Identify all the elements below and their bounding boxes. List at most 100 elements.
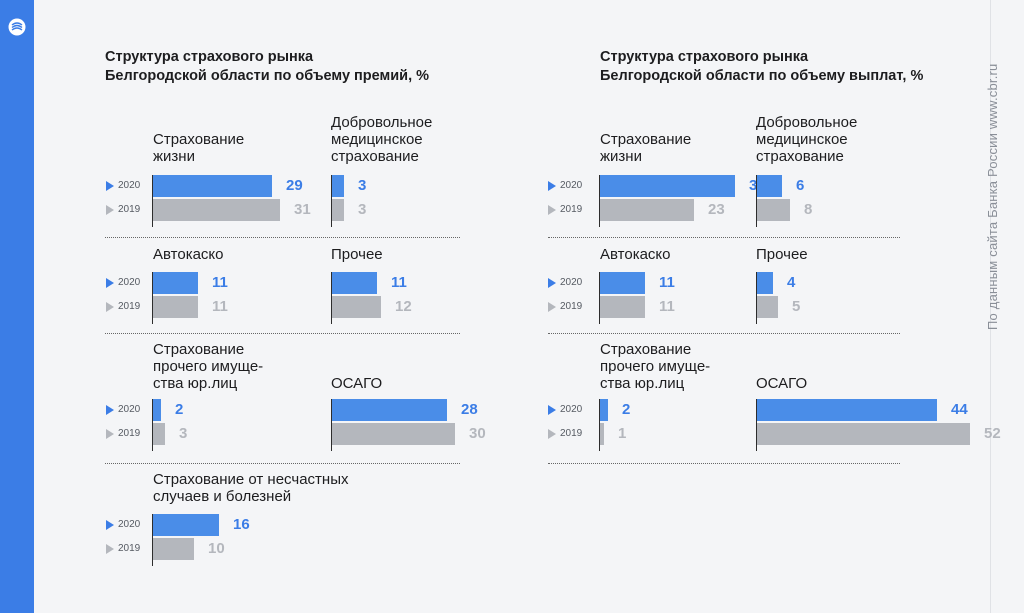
row-separator <box>548 333 900 334</box>
bar-2019 <box>332 423 455 445</box>
category-label: Страхование от несчастных случаев и боле… <box>153 471 349 505</box>
data-label-2019: 52 <box>984 425 1001 442</box>
data-label-2019: 11 <box>212 298 228 315</box>
bar-2019 <box>757 423 970 445</box>
year-marker-icon <box>548 302 556 312</box>
bar-2019 <box>757 296 778 318</box>
year-label: 2019 <box>560 301 583 312</box>
bar-axis <box>152 175 153 227</box>
bar-2020 <box>153 399 161 421</box>
category-label: Страхование жизни <box>600 131 692 165</box>
bar-2020 <box>332 399 447 421</box>
year-marker-icon <box>106 181 114 191</box>
data-label-2020: 6 <box>796 177 805 194</box>
bar-2019 <box>332 296 381 318</box>
chart-title: Структура страхового рынка Белгородской … <box>105 49 430 84</box>
bar-2020 <box>600 175 735 197</box>
data-label-2019: 30 <box>469 425 486 442</box>
bar-axis <box>599 399 600 451</box>
category-label: Прочее <box>756 246 808 263</box>
data-label-2019: 1 <box>618 425 627 442</box>
bar-2019 <box>600 199 694 221</box>
category-label: Страхование прочего имуще- ства юр.лиц <box>153 341 264 392</box>
year-marker-icon <box>548 181 556 191</box>
category-label: Добровольное медицинское страхование <box>331 114 433 165</box>
year-marker-icon <box>106 544 114 554</box>
bar-axis <box>152 514 153 566</box>
year-marker-icon <box>106 302 114 312</box>
bar-2019 <box>757 199 790 221</box>
category-label: Автокаско <box>153 246 224 263</box>
year-label: 2020 <box>118 404 141 415</box>
data-label-2019: 3 <box>358 201 367 218</box>
category-label: Страхование прочего имуще- ства юр.лиц <box>600 341 711 392</box>
bar-axis <box>756 272 757 324</box>
bar-2019 <box>153 296 198 318</box>
year-label: 2020 <box>118 180 141 191</box>
year-label: 2019 <box>560 204 583 215</box>
bar-axis <box>756 399 757 451</box>
year-marker-icon <box>106 520 114 530</box>
data-label-2020: 28 <box>461 401 478 418</box>
bar-axis <box>152 399 153 451</box>
category-label: Страхование жизни <box>153 131 245 165</box>
row-separator <box>548 463 900 464</box>
year-marker-icon <box>106 205 114 215</box>
year-label: 2020 <box>118 277 141 288</box>
year-label: 2020 <box>560 404 583 415</box>
data-label-2020: 16 <box>233 516 250 533</box>
year-label: 2019 <box>118 428 141 439</box>
bar-2019 <box>600 296 645 318</box>
data-label-2020: 4 <box>787 274 796 291</box>
source-divider <box>990 0 991 613</box>
bar-2020 <box>600 272 645 294</box>
year-marker-icon <box>548 405 556 415</box>
bar-2019 <box>153 538 194 560</box>
year-label: 2020 <box>118 519 141 530</box>
data-label-2019: 10 <box>208 540 225 557</box>
bar-2020 <box>600 399 608 421</box>
data-label-2019: 23 <box>708 201 725 218</box>
year-marker-icon <box>548 278 556 288</box>
bar-axis <box>331 175 332 227</box>
cbr-logo-icon <box>8 18 26 36</box>
data-label-2019: 31 <box>294 201 311 218</box>
data-label-2020: 3 <box>358 177 367 194</box>
bar-2019 <box>332 199 344 221</box>
year-label: 2020 <box>560 277 583 288</box>
data-label-2020: 11 <box>659 274 675 291</box>
bar-2020 <box>757 272 773 294</box>
data-label-2020: 2 <box>622 401 631 418</box>
year-marker-icon <box>106 278 114 288</box>
year-label: 2019 <box>118 301 141 312</box>
category-label: ОСАГО <box>756 375 808 392</box>
row-separator <box>105 333 460 334</box>
bar-axis <box>331 399 332 451</box>
data-label-2019: 5 <box>792 298 801 315</box>
chart-title: Структура страхового рынка Белгородской … <box>600 49 924 84</box>
data-label-2020: 2 <box>175 401 184 418</box>
category-label: Автокаско <box>600 246 671 263</box>
bar-2019 <box>153 199 280 221</box>
year-label: 2019 <box>560 428 583 439</box>
data-label-2019: 11 <box>659 298 675 315</box>
year-label: 2019 <box>118 543 141 554</box>
bar-axis <box>599 272 600 324</box>
bar-2020 <box>757 175 782 197</box>
source-note: По данным сайта Банка России www.cbr.ru <box>985 63 1000 331</box>
year-marker-icon <box>548 205 556 215</box>
bar-2020 <box>153 272 198 294</box>
data-label-2020: 44 <box>951 401 968 418</box>
bar-2020 <box>153 514 219 536</box>
row-separator <box>105 463 460 464</box>
year-marker-icon <box>106 429 114 439</box>
data-label-2020: 11 <box>391 274 407 291</box>
year-label: 2020 <box>560 180 583 191</box>
data-label-2019: 3 <box>179 425 188 442</box>
bar-axis <box>152 272 153 324</box>
bar-2020 <box>332 175 344 197</box>
category-label: ОСАГО <box>331 375 383 392</box>
row-separator <box>548 237 900 238</box>
bar-axis <box>599 175 600 227</box>
bar-2020 <box>153 175 272 197</box>
